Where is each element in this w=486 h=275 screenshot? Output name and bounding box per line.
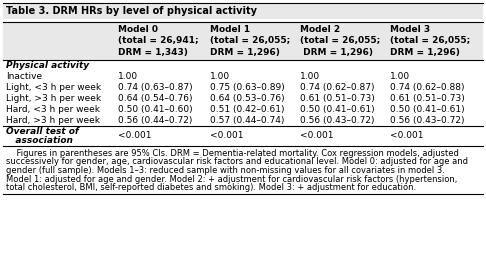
Text: 1.00: 1.00 — [118, 72, 138, 81]
Text: <0.001: <0.001 — [118, 131, 152, 141]
Text: Model 1: adjusted for age and gender. Model 2: + adjustment for cardiovascular r: Model 1: adjusted for age and gender. Mo… — [6, 175, 457, 183]
Text: 0.61 (0.51–0.73): 0.61 (0.51–0.73) — [300, 94, 375, 103]
Text: association: association — [6, 136, 73, 145]
Text: 1.00: 1.00 — [210, 72, 230, 81]
Text: Light, >3 h per week: Light, >3 h per week — [6, 94, 101, 103]
Text: 0.75 (0.63–0.89): 0.75 (0.63–0.89) — [210, 83, 285, 92]
Text: 0.74 (0.62–0.88): 0.74 (0.62–0.88) — [390, 83, 465, 92]
Text: Hard, >3 h per week: Hard, >3 h per week — [6, 116, 100, 125]
Text: Model 1
(total = 26,055;
DRM = 1,296): Model 1 (total = 26,055; DRM = 1,296) — [210, 25, 290, 57]
Text: 0.50 (0.41–0.60): 0.50 (0.41–0.60) — [118, 105, 192, 114]
Bar — [3, 22, 483, 60]
Text: 0.50 (0.41–0.61): 0.50 (0.41–0.61) — [300, 105, 375, 114]
Text: 0.64 (0.54–0.76): 0.64 (0.54–0.76) — [118, 94, 192, 103]
Bar — [3, 3, 483, 19]
Text: Overall test of: Overall test of — [6, 127, 79, 136]
Text: total cholesterol, BMI, self-reported diabetes and smoking). Model 3: + adjustme: total cholesterol, BMI, self-reported di… — [6, 183, 416, 192]
Text: 0.50 (0.41–0.61): 0.50 (0.41–0.61) — [390, 105, 465, 114]
Text: 0.74 (0.62–0.87): 0.74 (0.62–0.87) — [300, 83, 375, 92]
Text: Model 3
(total = 26,055;
DRM = 1,296): Model 3 (total = 26,055; DRM = 1,296) — [390, 25, 470, 57]
Text: <0.001: <0.001 — [210, 131, 243, 141]
Text: Physical activity: Physical activity — [6, 61, 89, 70]
Text: Table 3. DRM HRs by level of physical activity: Table 3. DRM HRs by level of physical ac… — [6, 6, 257, 16]
Text: 0.61 (0.51–0.73): 0.61 (0.51–0.73) — [390, 94, 465, 103]
Text: <0.001: <0.001 — [390, 131, 423, 141]
Text: 0.56 (0.43–0.72): 0.56 (0.43–0.72) — [300, 116, 375, 125]
Text: <0.001: <0.001 — [300, 131, 333, 141]
Text: Figures in parentheses are 95% CIs. DRM = Dementia-related mortality. Cox regres: Figures in parentheses are 95% CIs. DRM … — [6, 149, 459, 158]
Text: 0.56 (0.44–0.72): 0.56 (0.44–0.72) — [118, 116, 192, 125]
Text: Light, <3 h per week: Light, <3 h per week — [6, 83, 101, 92]
Text: gender (full sample). Models 1–3: reduced sample with non-missing values for all: gender (full sample). Models 1–3: reduce… — [6, 166, 445, 175]
Text: Model 2
(total = 26,055;
 DRM = 1,296): Model 2 (total = 26,055; DRM = 1,296) — [300, 25, 380, 57]
Text: 0.64 (0.53–0.76): 0.64 (0.53–0.76) — [210, 94, 285, 103]
Text: Model 0
(total = 26,941;
DRM = 1,343): Model 0 (total = 26,941; DRM = 1,343) — [118, 25, 199, 57]
Text: 0.74 (0.63–0.87): 0.74 (0.63–0.87) — [118, 83, 192, 92]
Text: 0.51 (0.42–0.61): 0.51 (0.42–0.61) — [210, 105, 284, 114]
Text: 1.00: 1.00 — [390, 72, 410, 81]
Text: Hard, <3 h per week: Hard, <3 h per week — [6, 105, 100, 114]
Text: successively for gender, age, cardiovascular risk factors and educational level.: successively for gender, age, cardiovasc… — [6, 158, 468, 166]
Text: 1.00: 1.00 — [300, 72, 320, 81]
Text: 0.57 (0.44–0.74): 0.57 (0.44–0.74) — [210, 116, 284, 125]
Text: 0.56 (0.43–0.72): 0.56 (0.43–0.72) — [390, 116, 465, 125]
Text: Inactive: Inactive — [6, 72, 42, 81]
Bar — [3, 19, 483, 22]
